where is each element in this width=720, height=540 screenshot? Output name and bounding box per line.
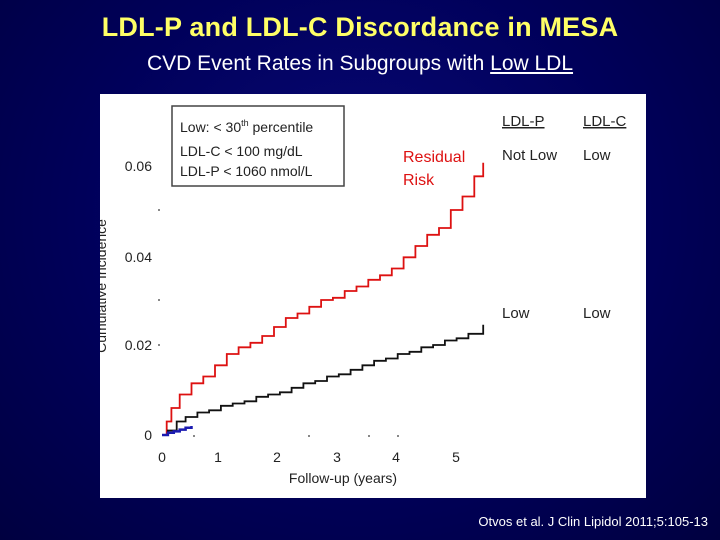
- series-black-ldl-p: Low: [502, 305, 530, 322]
- column-header-ldl-p: LDL-P: [502, 113, 545, 130]
- y-tick-label: 0.02: [125, 337, 152, 353]
- x-tick-label: 0: [158, 449, 166, 465]
- x-tick-label: 2: [273, 449, 281, 465]
- series-red-ldl-p: Not Low: [502, 147, 557, 164]
- y-minor-tick: [158, 209, 160, 211]
- x-axis-label: Follow-up (years): [289, 470, 397, 486]
- y-tick-label: 0.06: [125, 158, 152, 174]
- definition-legend: Low: < 30th percentile LDL-C < 100 mg/dL…: [171, 105, 345, 187]
- axis-ticks: [158, 209, 399, 437]
- x-tick-label: 1: [214, 449, 222, 465]
- x-minor-tick: [308, 435, 310, 437]
- x-minor-tick: [397, 435, 399, 437]
- citation: Otvos et al. J Clin Lipidol 2011;5:105-1…: [478, 514, 708, 529]
- legend-line-1: Low: < 30th percentile: [180, 118, 313, 135]
- series-black-ldl-c: Low: [583, 305, 611, 322]
- chart-panel: Cumulative Incidence Follow-up (years) 0…: [93, 94, 646, 498]
- series-line-1: [162, 324, 485, 436]
- y-minor-tick: [158, 299, 160, 301]
- y-tick-label: 0: [144, 427, 152, 443]
- legend-line-3: LDL-P < 1060 nmol/L: [180, 163, 313, 179]
- x-tick-label: 4: [392, 449, 400, 465]
- legend-line-2: LDL-C < 100 mg/dL: [180, 143, 303, 159]
- y-axis-label: Cumulative Incidence: [100, 219, 109, 353]
- x-tick-label: 5: [452, 449, 460, 465]
- y-tick-label: 0.04: [125, 249, 152, 265]
- page-subtitle: CVD Event Rates in Subgroups with Low LD…: [0, 52, 720, 76]
- page-title: LDL-P and LDL-C Discordance in MESA: [101, 12, 619, 42]
- residual-risk-label-line1: Residual: [403, 149, 465, 166]
- residual-risk-label-line2: Risk: [403, 172, 435, 189]
- subtitle-emphasis: Low LDL: [490, 52, 574, 75]
- series-red-ldl-c: Low: [583, 147, 611, 164]
- series-line-2: [162, 426, 193, 437]
- x-minor-tick: [368, 435, 370, 437]
- column-header-ldl-c: LDL-C: [583, 113, 627, 130]
- subtitle-prefix: CVD Event Rates in Subgroups with: [146, 52, 491, 75]
- km-chart: Cumulative Incidence Follow-up (years) 0…: [93, 105, 627, 486]
- x-tick-label: 3: [333, 449, 341, 465]
- x-minor-tick: [193, 435, 195, 437]
- series-line-0: [162, 162, 485, 436]
- series-layer: [162, 162, 485, 437]
- legend-box: [171, 105, 345, 187]
- y-minor-tick: [158, 344, 160, 346]
